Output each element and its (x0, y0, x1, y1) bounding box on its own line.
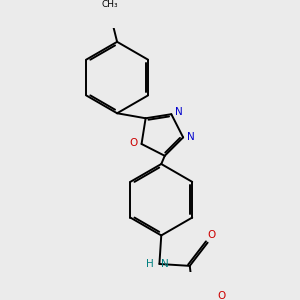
Text: O: O (218, 291, 226, 300)
Text: N: N (188, 132, 195, 142)
Text: N: N (161, 259, 169, 269)
Text: CH₃: CH₃ (101, 0, 118, 9)
Text: O: O (130, 138, 138, 148)
Text: N: N (175, 107, 183, 117)
Text: O: O (207, 230, 215, 240)
Text: H: H (146, 259, 154, 269)
